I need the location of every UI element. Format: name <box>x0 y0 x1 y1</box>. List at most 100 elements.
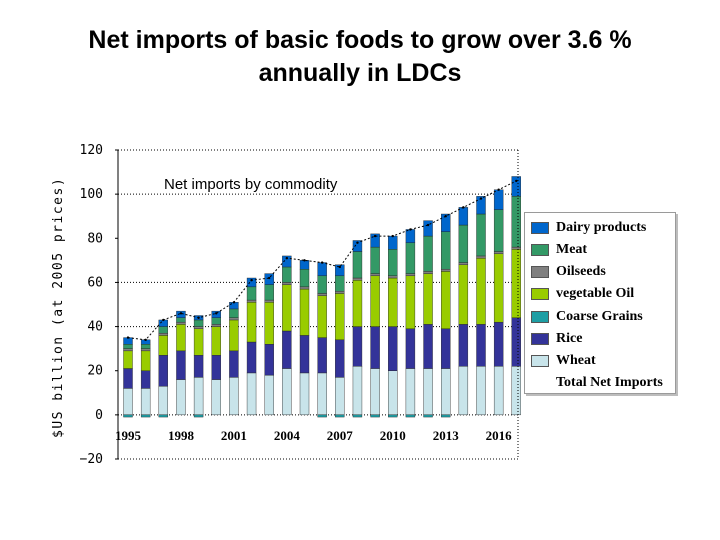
chart-title-line-1: Net imports of basic foods to grow over … <box>88 26 632 54</box>
total-net-imports-point <box>320 261 324 264</box>
legend-label-oilseeds: Oilseeds <box>556 264 606 279</box>
bar-wheat-2006 <box>317 372 327 416</box>
bar-rice-2010 <box>388 326 398 371</box>
x-tick-label: 2016 <box>486 428 513 443</box>
bar-rice-2011 <box>405 328 416 369</box>
chart-annotation: Net imports by commodity <box>164 176 338 193</box>
bar-vegetable-oil-2000 <box>211 326 221 356</box>
bar-coarse-grains-2008 <box>352 414 363 418</box>
bar-meat-2001 <box>229 308 239 318</box>
legend-swatch-dairy-products <box>531 222 549 234</box>
bar-wheat-2009 <box>370 368 380 416</box>
bar-vegetable-oil-2014 <box>458 264 469 325</box>
bar-coarse-grains-2007 <box>335 414 345 418</box>
bar-wheat-2015 <box>476 366 486 416</box>
bar-wheat-2017 <box>511 366 521 416</box>
bar-meat-2003 <box>264 284 274 301</box>
y-tick-label: 100 <box>80 187 103 202</box>
bar-coarse-grains-2006 <box>317 414 327 418</box>
total-net-imports-point <box>197 316 200 319</box>
bar-vegetable-oil-2011 <box>405 275 416 329</box>
legend-label-dairy-products: Dairy products <box>556 220 647 235</box>
total-net-imports-point <box>250 279 253 282</box>
total-net-imports-line <box>126 179 518 342</box>
y-tick-label: 80 <box>87 231 103 246</box>
bar-oilseeds-2008 <box>352 277 363 281</box>
bar-oilseeds-2009 <box>370 273 380 277</box>
bar-coarse-grains-2012 <box>423 414 433 418</box>
bar-meat-2011 <box>405 242 416 274</box>
legend-label-total-net-imports: Total Net Imports <box>556 375 663 390</box>
total-net-imports-point <box>215 312 218 315</box>
legend-label-meat: Meat <box>556 242 588 257</box>
bar-oilseeds-2002 <box>246 299 257 303</box>
bar-rice-2006 <box>317 337 327 374</box>
bar-rice-2007 <box>335 339 345 378</box>
total-net-imports-point <box>479 197 483 200</box>
bar-rice-2008 <box>352 326 363 367</box>
bar-oilseeds-1999 <box>193 326 204 329</box>
legend-item-rice: Rice <box>531 331 582 347</box>
bar-vegetable-oil-1999 <box>193 328 204 356</box>
legend-item-vegetable-oil: vegetable Oil <box>531 286 634 302</box>
bar-wheat-1997 <box>158 385 169 416</box>
bar-vegetable-oil-2013 <box>441 271 451 329</box>
bar-coarse-grains-1996 <box>140 414 151 418</box>
bar-rice-2017 <box>511 317 521 367</box>
total-net-imports-point <box>179 312 183 315</box>
bar-vegetable-oil-2002 <box>246 302 257 343</box>
bar-vegetable-oil-2016 <box>493 253 504 323</box>
x-tick-label: 2004 <box>274 428 301 443</box>
bar-vegetable-oil-2001 <box>229 319 239 352</box>
bar-coarse-grains-1995 <box>123 414 133 418</box>
total-net-imports-point <box>285 256 289 260</box>
y-tick-labels: 120 100 80 60 40 20 0 −20 <box>80 143 118 467</box>
bar-dairy-products-2016 <box>493 189 504 210</box>
bar-dairy-products-2012 <box>423 220 433 237</box>
bar-meat-1997 <box>158 326 169 334</box>
legend: Dairy products Meat Oilseeds vegetable O… <box>524 212 676 394</box>
bar-meat-2015 <box>476 213 486 257</box>
bar-meat-2007 <box>335 275 345 292</box>
bar-meat-2016 <box>493 209 504 252</box>
bar-dairy-products-2010 <box>388 235 398 250</box>
axes <box>117 149 519 460</box>
legend-swatch-total-net-imports <box>531 377 549 389</box>
x-tick-label: 1998 <box>168 428 195 443</box>
bar-dairy-products-2011 <box>405 229 416 243</box>
legend-item-oilseeds: Oilseeds <box>531 264 606 280</box>
y-tick-label: −20 <box>80 452 103 467</box>
bar-meat-2000 <box>211 317 221 325</box>
bar-oilseeds-2016 <box>493 251 504 254</box>
bar-dairy-products-2007 <box>335 264 345 277</box>
legend-label-coarse-grains: Coarse Grains <box>556 309 643 324</box>
bar-coarse-grains-2011 <box>405 414 416 418</box>
bar-vegetable-oil-2017 <box>511 249 521 318</box>
bar-oilseeds-1997 <box>158 332 169 336</box>
bar-rice-2005 <box>299 335 310 374</box>
bar-meat-1999 <box>193 319 204 327</box>
bar-oilseeds-1995 <box>123 348 133 352</box>
legend-item-total-net-imports: Total Net Imports <box>531 375 663 391</box>
bar-oilseeds-2003 <box>264 299 274 303</box>
x-tick-labels: 1995 1998 2001 2004 2007 2010 2013 2016 <box>115 428 512 443</box>
bar-dairy-products-2005 <box>299 260 310 270</box>
bar-wheat-2004 <box>282 368 292 416</box>
bar-oilseeds-2015 <box>476 255 486 259</box>
bar-rice-1998 <box>176 350 186 380</box>
bar-meat-1998 <box>176 317 186 323</box>
bar-meat-2004 <box>282 266 292 283</box>
bar-dairy-products-2002 <box>246 277 257 288</box>
bar-vegetable-oil-2005 <box>299 288 310 336</box>
legend-swatch-vegetable-oil <box>531 288 549 300</box>
total-net-imports-point <box>497 188 500 191</box>
y-tick-label: 40 <box>87 320 103 335</box>
bar-wheat-2002 <box>246 372 257 416</box>
bar-wheat-2000 <box>211 379 221 416</box>
legend-item-coarse-grains: Coarse Grains <box>531 309 643 325</box>
bar-dairy-products-2015 <box>476 196 486 215</box>
bar-vegetable-oil-2004 <box>282 284 292 332</box>
bar-vegetable-oil-1998 <box>176 324 186 352</box>
total-net-imports-point <box>162 318 165 322</box>
total-net-imports-point <box>444 215 447 218</box>
